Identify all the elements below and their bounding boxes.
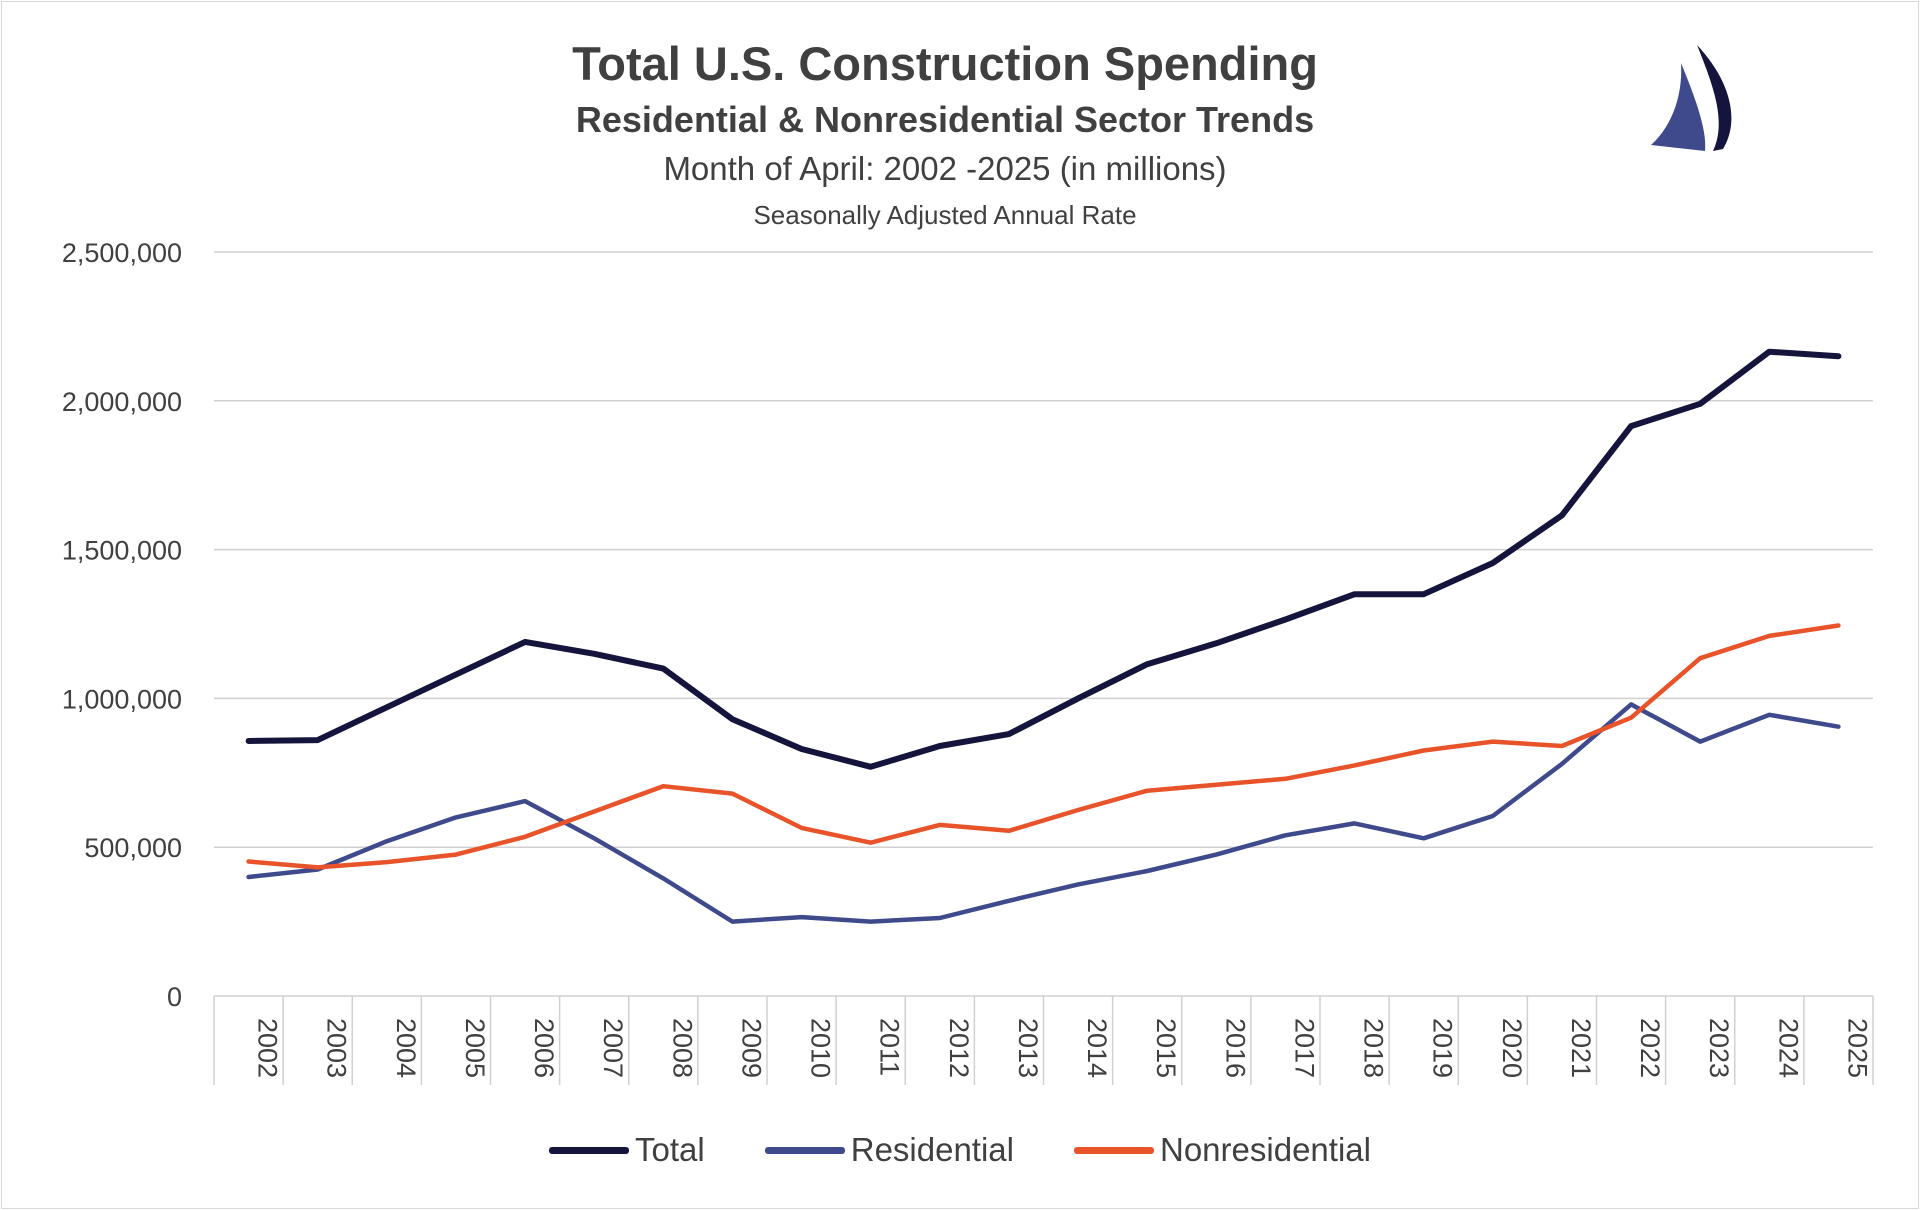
x-tick-label: 2013 xyxy=(1013,1018,1043,1078)
y-tick-label: 500,000 xyxy=(84,833,182,863)
legend-swatch-total xyxy=(549,1146,630,1154)
x-tick-label: 2018 xyxy=(1359,1018,1389,1078)
legend-item-nonresidential: Nonresidential xyxy=(1074,1131,1371,1169)
series-line-residential xyxy=(246,702,1841,924)
x-tick-label: 2020 xyxy=(1497,1018,1527,1078)
y-tick-label: 2,000,000 xyxy=(62,387,182,417)
x-tick-label: 2025 xyxy=(1842,1018,1872,1078)
gridlines xyxy=(214,251,1873,848)
x-tick-label: 2021 xyxy=(1566,1018,1596,1078)
chart-subtitle-period: Month of April: 2002 -2025 (in millions) xyxy=(663,150,1227,187)
x-tick-label: 2006 xyxy=(529,1018,559,1078)
x-tick-label: 2024 xyxy=(1773,1018,1803,1078)
legend-swatch-nonresidential xyxy=(1074,1146,1154,1154)
x-tick-label: 2016 xyxy=(1220,1018,1250,1078)
sailboat-logo-icon xyxy=(1651,45,1732,151)
y-axis-tick-labels: 0 500,000 1,000,000 1,500,000 2,000,000 2,500… xyxy=(62,238,182,1012)
chart-legend: Total Residential Nonresidential xyxy=(0,1130,1920,1170)
legend-label-residential: Residential xyxy=(850,1131,1014,1168)
legend-label-total: Total xyxy=(635,1131,705,1168)
series-line-nonresidential xyxy=(246,623,1841,870)
x-tick-label: 2011 xyxy=(875,1018,905,1076)
y-tick-label: 1,500,000 xyxy=(62,536,182,566)
chart-subtitle: Residential & Nonresidential Sector Tren… xyxy=(575,99,1315,140)
x-tick-label: 2022 xyxy=(1635,1018,1665,1078)
y-tick-label: 1,000,000 xyxy=(62,684,182,714)
series-line-total xyxy=(245,348,1842,770)
x-tick-label: 2015 xyxy=(1151,1018,1181,1078)
x-tick-label: 2002 xyxy=(253,1018,283,1078)
x-tick-label: 2023 xyxy=(1704,1018,1734,1078)
x-tick-label: 2004 xyxy=(391,1018,421,1078)
legend-swatch-residential xyxy=(764,1146,845,1154)
y-tick-label: 2,500,000 xyxy=(62,238,182,268)
series-lines xyxy=(245,348,1842,924)
x-tick-label: 2012 xyxy=(944,1018,974,1078)
x-tick-label: 2009 xyxy=(736,1018,766,1078)
legend-item-residential: Residential xyxy=(764,1131,1014,1169)
legend-item-total: Total xyxy=(549,1131,705,1169)
x-tick-label: 2017 xyxy=(1289,1018,1319,1078)
x-tick-label: 2007 xyxy=(598,1018,628,1078)
chart-title: Total U.S. Construction Spending xyxy=(572,37,1318,90)
x-tick-label: 2019 xyxy=(1428,1018,1458,1078)
x-axis: 2002 2003 2004 2005 2006 2007 2008 2009 2010 2011… xyxy=(213,995,1874,1085)
chart-subtitle-rate: Seasonally Adjusted Annual Rate xyxy=(753,200,1137,230)
x-tick-label: 2008 xyxy=(667,1018,697,1078)
x-tick-label: 2003 xyxy=(322,1018,352,1078)
x-tick-label: 2014 xyxy=(1082,1018,1112,1078)
x-tick-label: 2005 xyxy=(460,1018,490,1078)
y-tick-label: 0 xyxy=(167,982,182,1012)
legend-label-nonresidential: Nonresidential xyxy=(1160,1131,1371,1168)
line-chart: 0 500,000 1,000,000 1,500,000 2,000,000 2,500… xyxy=(62,238,1874,1085)
x-tick-label: 2010 xyxy=(806,1018,836,1078)
